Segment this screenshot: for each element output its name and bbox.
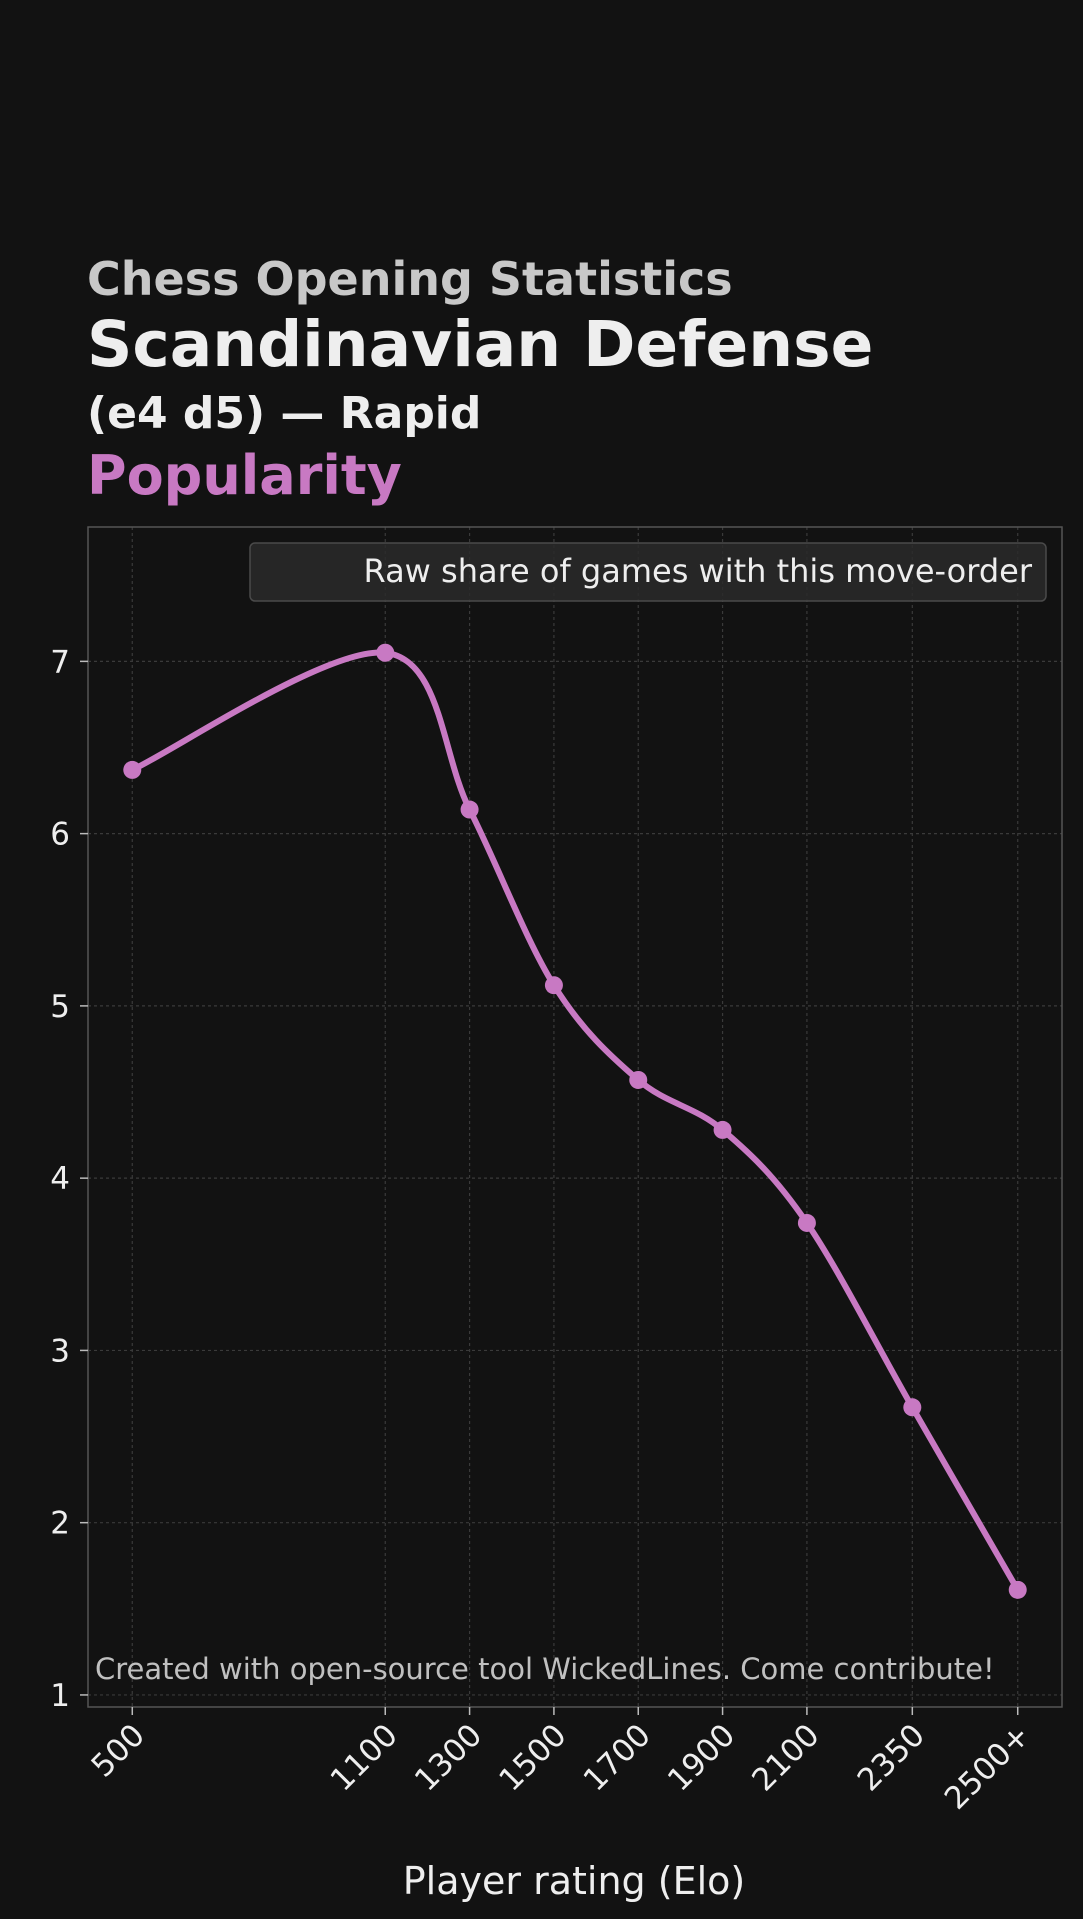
- axis-ticks: 1 2 3 4 5 6 7 500 1100 1300 1500 1700 1900 2100 2350 25…: [50, 644, 1037, 1816]
- data-point: [1008, 1580, 1027, 1599]
- footnote: Created with open-source tool WickedLine…: [95, 1652, 995, 1686]
- data-point: [123, 760, 142, 779]
- data-points: [123, 643, 1027, 1599]
- grid: [88, 527, 1062, 1707]
- data-point: [903, 1398, 922, 1417]
- y-tick-label: 3: [50, 1333, 70, 1369]
- chart-supertitle: Chess Opening Statistics: [87, 252, 733, 306]
- chart-metric-label: Popularity: [87, 444, 402, 507]
- data-point: [629, 1070, 648, 1089]
- chart-title: Scandinavian Defense: [87, 308, 874, 381]
- y-tick-label: 5: [50, 989, 70, 1025]
- x-tick-label: 2500+: [938, 1717, 1038, 1817]
- y-tick-label: 4: [50, 1161, 70, 1197]
- data-point: [713, 1120, 732, 1139]
- x-tick-label: 2350: [851, 1717, 932, 1798]
- data-point: [797, 1213, 816, 1232]
- data-point: [460, 800, 479, 819]
- legend-label: Raw share of games with this move-order: [364, 552, 1033, 590]
- plot-frame: [87, 526, 1063, 1708]
- y-tick-label: 7: [50, 644, 70, 680]
- x-tick-label: 2100: [745, 1717, 826, 1798]
- y-tick-label: 6: [50, 817, 70, 853]
- x-tick-label: 1900: [661, 1717, 742, 1798]
- x-tick-label: 1100: [324, 1717, 405, 1798]
- data-point: [376, 643, 395, 662]
- y-tick-label: 1: [50, 1678, 70, 1714]
- x-tick-label: 1700: [577, 1717, 658, 1798]
- x-tick-label: 500: [85, 1717, 152, 1784]
- data-point: [544, 976, 563, 995]
- x-axis-label: Player rating (Elo): [403, 1859, 745, 1903]
- chart-subtitle: (e4 d5) — Rapid: [87, 388, 482, 439]
- y-tick-label: 2: [50, 1506, 70, 1542]
- x-tick-label: 1300: [408, 1717, 489, 1798]
- series-line: [129, 649, 1021, 1593]
- legend: Raw share of games with this move-order: [249, 542, 1047, 602]
- x-tick-label: 1500: [492, 1717, 573, 1798]
- legend-box: [249, 542, 1047, 602]
